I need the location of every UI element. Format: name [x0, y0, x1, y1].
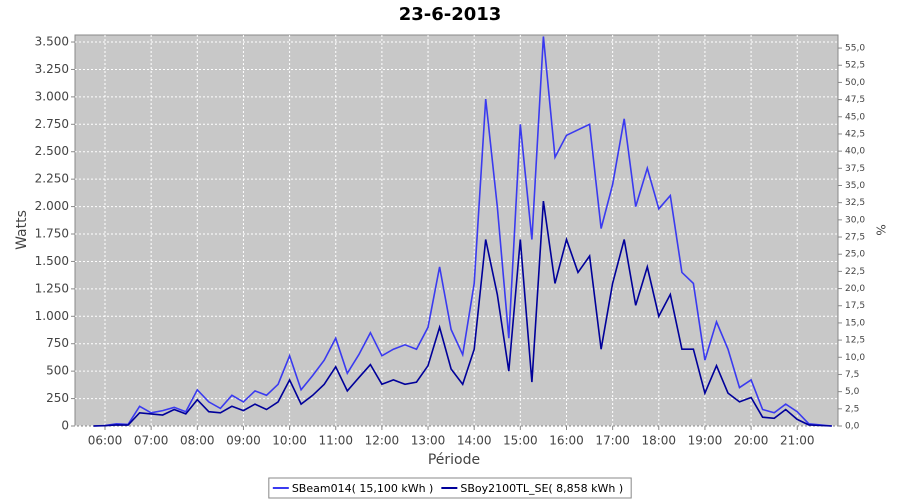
y2-tick-label: 32,5 [845, 198, 865, 208]
legend-label: SBoy2100TL_SE( 8,858 kWh ) [460, 482, 623, 495]
y2-tick-label: 22,5 [845, 267, 865, 277]
y-tick-label: 1.750 [35, 227, 69, 241]
y2-axis-label: % [874, 224, 888, 235]
legend-label: SBeam014( 15,100 kWh ) [292, 482, 434, 495]
y-tick-label: 250 [46, 391, 69, 405]
y2-tick-label: 20,0 [845, 284, 865, 294]
y2-tick-label: 0,0 [845, 422, 860, 432]
y2-tick-label: 15,0 [845, 318, 865, 328]
x-tick-label: 09:00 [226, 434, 261, 448]
y-tick-label: 0 [61, 419, 69, 433]
y2-tick-label: 17,5 [845, 301, 865, 311]
y2-tick-label: 10,0 [845, 353, 865, 363]
series-line [93, 36, 832, 427]
y-tick-label: 2.250 [35, 172, 69, 186]
y-axis-label: Watts [14, 210, 30, 250]
x-tick-label: 18:00 [641, 434, 676, 448]
y-tick-label: 1.000 [35, 309, 69, 323]
y2-tick-label: 37,5 [845, 164, 865, 174]
y2-tick-label: 42,5 [845, 129, 865, 139]
x-tick-label: 14:00 [457, 434, 492, 448]
x-tick-label: 15:00 [503, 434, 538, 448]
y-tick-label: 1.250 [35, 281, 69, 295]
x-tick-label: 16:00 [549, 434, 584, 448]
y-tick-label: 3.500 [35, 35, 69, 49]
y2-tick-label: 47,5 [845, 95, 865, 105]
y-tick-label: 2.750 [35, 117, 69, 131]
y2-tick-label: 30,0 [845, 215, 865, 225]
y2-tick-label: 55,0 [845, 44, 865, 54]
x-tick-label: 07:00 [134, 434, 169, 448]
x-tick-label: 12:00 [365, 434, 400, 448]
y2-tick-label: 5,0 [845, 387, 860, 397]
y2-tick-label: 52,5 [845, 61, 865, 71]
y2-tick-label: 2,5 [845, 404, 859, 414]
y-tick-label: 750 [46, 336, 69, 350]
y-tick-label: 3.250 [35, 62, 69, 76]
x-tick-label: 10:00 [272, 434, 307, 448]
plot-area [74, 34, 839, 427]
y2-tick-label: 35,0 [845, 181, 865, 191]
y-tick-label: 2.500 [35, 144, 69, 158]
x-tick-label: 20:00 [734, 434, 769, 448]
x-tick-label: 17:00 [595, 434, 630, 448]
x-tick-label: 11:00 [318, 434, 353, 448]
y-tick-label: 2.000 [35, 199, 69, 213]
y2-tick-label: 50,0 [845, 78, 865, 88]
chart-title: 23-6-2013 [399, 4, 502, 25]
y2-tick-label: 40,0 [845, 147, 865, 157]
x-tick-label: 13:00 [411, 434, 446, 448]
x-axis-label: Période [428, 452, 480, 468]
x-tick-label: 21:00 [780, 434, 815, 448]
y-tick-label: 500 [46, 364, 69, 378]
x-tick-label: 19:00 [688, 434, 723, 448]
x-tick-label: 06:00 [88, 434, 123, 448]
y2-tick-label: 27,5 [845, 233, 865, 243]
y2-tick-label: 45,0 [845, 112, 865, 122]
y2-tick-label: 12,5 [845, 336, 865, 346]
y-tick-label: 3.000 [35, 89, 69, 103]
x-tick-label: 08:00 [180, 434, 215, 448]
y2-tick-label: 25,0 [845, 250, 865, 260]
series-line [93, 200, 832, 427]
y-tick-label: 1.500 [35, 254, 69, 268]
y2-tick-label: 7,5 [845, 370, 859, 380]
